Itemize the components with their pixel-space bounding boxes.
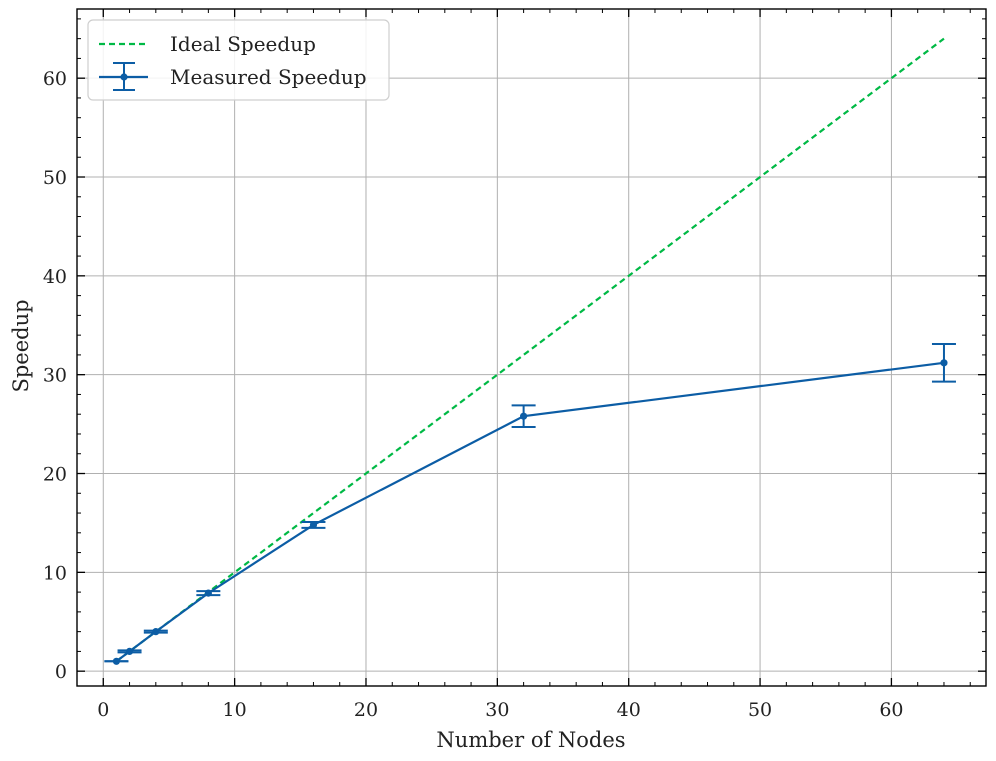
measured-data-point xyxy=(204,589,212,597)
legend-measured-label: Measured Speedup xyxy=(170,65,367,89)
legend: Ideal Speedup Measured Speedup xyxy=(87,19,390,101)
x-tick-label: 10 xyxy=(223,699,247,721)
tick-labels: 0 10 20 30 40 50 60 0 10 20 30 40 50 60 xyxy=(43,68,904,721)
x-tick-label: 60 xyxy=(879,699,903,721)
grid xyxy=(77,9,986,686)
x-tick-label: 0 xyxy=(97,699,109,721)
x-tick-label: 20 xyxy=(354,699,378,721)
measured-data-point xyxy=(940,359,948,367)
measured-data-point xyxy=(309,521,318,529)
legend-measured-marker xyxy=(120,73,128,81)
legend-box xyxy=(87,19,390,101)
measured-data-point xyxy=(152,628,160,636)
measured-speedup-series xyxy=(104,343,956,665)
axis-ticks xyxy=(76,9,986,686)
y-tick-label: 50 xyxy=(43,167,67,189)
y-tick-label: 30 xyxy=(43,365,67,387)
y-axis-label: Speedup xyxy=(9,299,33,392)
x-tick-label: 30 xyxy=(485,699,509,721)
legend-ideal-label: Ideal Speedup xyxy=(170,32,316,56)
plot-frame xyxy=(76,8,987,687)
y-tick-label: 0 xyxy=(55,661,67,683)
measured-data-point xyxy=(112,657,121,665)
measured-data-point xyxy=(125,647,134,656)
y-tick-label: 60 xyxy=(43,68,67,90)
x-tick-label: 40 xyxy=(617,699,641,721)
measured-data-point xyxy=(520,412,528,420)
y-tick-label: 10 xyxy=(43,562,67,584)
y-tick-label: 40 xyxy=(43,266,67,288)
x-axis-label: Number of Nodes xyxy=(436,728,625,752)
y-tick-label: 20 xyxy=(43,464,67,486)
x-tick-label: 50 xyxy=(748,699,772,721)
